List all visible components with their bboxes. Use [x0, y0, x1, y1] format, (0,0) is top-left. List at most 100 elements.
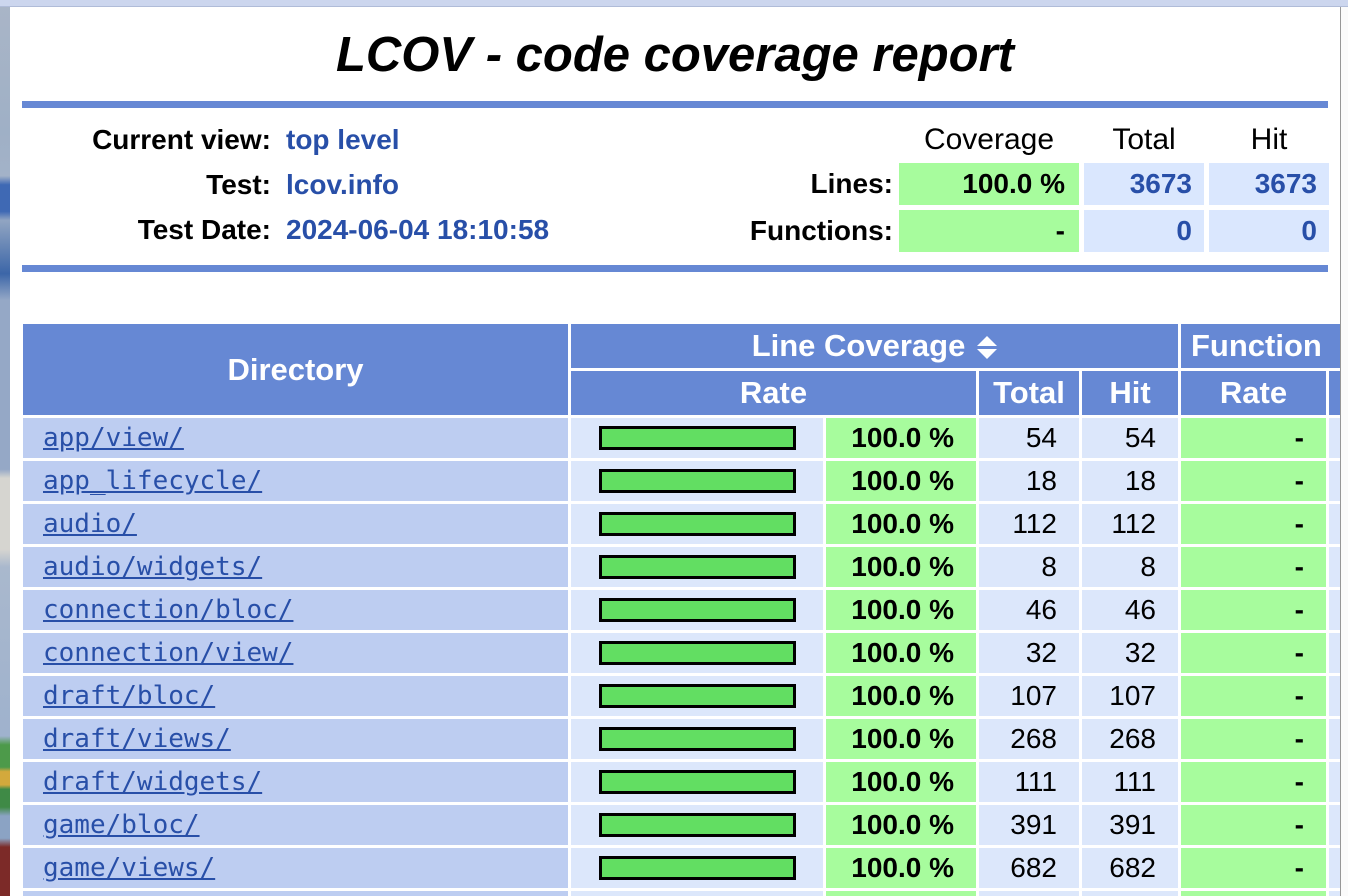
coverage-bar: [598, 770, 796, 794]
directory-link[interactable]: audio/: [43, 509, 137, 539]
browser-window-top-edge: [0, 0, 1348, 7]
table-row: game/views/ 100.0 % 682 682 -: [23, 848, 1340, 888]
sort-updown-icon[interactable]: [977, 336, 998, 360]
total-cell: 32: [979, 633, 1079, 673]
test-value: lcov.info: [286, 168, 400, 200]
directory-cell: connection/view/: [23, 633, 568, 673]
coverage-bar-cell: [571, 461, 823, 501]
function-total-cell: [1329, 891, 1340, 896]
directory-cell: audio/: [23, 504, 568, 544]
directory-link[interactable]: connection/view/: [43, 638, 294, 668]
function-rate-cell: -: [1181, 590, 1326, 630]
table-row: draft/widgets/ 100.0 % 111 111 -: [23, 762, 1340, 802]
function-rate-column-header: Rate: [1181, 371, 1326, 415]
table-header-row-2: Rate Total Hit Rate: [23, 371, 1340, 415]
coverage-bar: [598, 813, 796, 837]
hit-cell: 54: [1082, 418, 1178, 458]
function-rate-cell: -: [1181, 848, 1326, 888]
coverage-bar-fill: [601, 687, 793, 705]
coverage-bar: [598, 727, 796, 751]
total-cell: 268: [979, 719, 1079, 759]
summary-header-row: Coverage Total Hit: [744, 122, 1329, 158]
directory-cell: game/bloc/: [23, 805, 568, 845]
rate-percent-cell: 100.0 %: [826, 461, 976, 501]
directory-link[interactable]: draft/bloc/: [43, 681, 216, 711]
rate-percent-cell: 100.0 %: [826, 633, 976, 673]
hit-cell: 32: [1082, 633, 1178, 673]
total-cell: 18: [979, 461, 1079, 501]
coverage-bar-fill: [601, 515, 793, 533]
info-row: Test Date: 2024-06-04 18:10:58: [22, 207, 550, 252]
coverage-bar: [598, 469, 796, 493]
coverage-bar-fill: [601, 816, 793, 834]
coverage-bar-cell: [571, 762, 823, 802]
coverage-bar-cell: [571, 676, 823, 716]
directory-coverage-table: Directory Line Coverage Function Rate To…: [20, 321, 1340, 896]
directory-link[interactable]: audio/widgets/: [43, 552, 263, 582]
function-total-cell: [1329, 676, 1340, 716]
directory-link[interactable]: draft/views/: [43, 724, 231, 754]
function-rate-cell: -: [1181, 805, 1326, 845]
hit-cell: 682: [1082, 848, 1178, 888]
table-row: connection/bloc/ 100.0 % 46 46 -: [23, 590, 1340, 630]
total-cell: 8: [979, 547, 1079, 587]
table-row: app_lifecycle/ 100.0 % 18 18 -: [23, 461, 1340, 501]
horizontal-rule-top: [22, 101, 1328, 108]
directory-cell: game/views/: [23, 848, 568, 888]
hit-cell: 8: [1082, 547, 1178, 587]
rate-percent-cell: 100.0 %: [826, 590, 976, 630]
rate-percent-cell: 100.0 %: [826, 719, 976, 759]
function-section-header: Function: [1181, 324, 1340, 368]
coverage-bar-cell: [571, 504, 823, 544]
function-rate-cell: -: [1181, 461, 1326, 501]
lcov-report-page: LCOV - code coverage report Current view…: [10, 7, 1340, 896]
total-cell: 111: [979, 762, 1079, 802]
functions-label: Functions:: [749, 215, 893, 246]
summary-lines-row: Lines: 100.0 % 3673 3673: [744, 163, 1329, 205]
function-rate-cell: -: [1181, 504, 1326, 544]
hit-column-header: Hit: [1082, 371, 1178, 415]
coverage-bar: [598, 555, 796, 579]
browser-window-right-edge: [1340, 7, 1348, 896]
hit-cell: 18: [1082, 461, 1178, 501]
function-rate-cell: -: [1181, 762, 1326, 802]
lines-hit-value: 3673: [1209, 163, 1329, 205]
directory-link[interactable]: game/views/: [43, 853, 216, 883]
rate-column-header: Rate: [571, 371, 976, 415]
directory-cell: draft/views/: [23, 719, 568, 759]
directory-link[interactable]: draft/widgets/: [43, 767, 263, 797]
table-row: audio/ 100.0 % 112 112 -: [23, 504, 1340, 544]
lines-total-value: 3673: [1084, 163, 1204, 205]
coverage-bar-cell: [571, 891, 823, 896]
summary-total-header: Total: [1112, 123, 1176, 156]
coverage-bar-cell: [571, 547, 823, 587]
table-row: draft/bloc/ 100.0 % 107 107 -: [23, 676, 1340, 716]
total-cell: 107: [979, 676, 1079, 716]
coverage-bar-fill: [601, 472, 793, 490]
total-column-header: Total: [979, 371, 1079, 415]
directory-link[interactable]: app/view/: [43, 423, 184, 453]
functions-total-value: 0: [1084, 210, 1204, 252]
function-next-column-header: [1329, 371, 1340, 415]
table-row: [23, 891, 1340, 896]
total-cell: 54: [979, 418, 1079, 458]
coverage-bar-fill: [601, 429, 793, 447]
rate-percent-cell: 100.0 %: [826, 418, 976, 458]
directory-cell: app/view/: [23, 418, 568, 458]
hit-cell: [1082, 891, 1178, 896]
coverage-bar-cell: [571, 719, 823, 759]
coverage-bar: [598, 598, 796, 622]
directory-link[interactable]: app_lifecycle/: [43, 466, 263, 496]
function-rate-cell: -: [1181, 676, 1326, 716]
horizontal-rule-bottom: [22, 265, 1328, 272]
coverage-bar: [598, 426, 796, 450]
test-date-label: Test Date:: [137, 213, 271, 245]
table-row: connection/view/ 100.0 % 32 32 -: [23, 633, 1340, 673]
directory-cell: app_lifecycle/: [23, 461, 568, 501]
directory-link[interactable]: connection/bloc/: [43, 595, 294, 625]
functions-coverage-value: -: [899, 210, 1079, 252]
hit-cell: 107: [1082, 676, 1178, 716]
lines-coverage-value: 100.0 %: [899, 163, 1079, 205]
directory-cell: [23, 891, 568, 896]
directory-link[interactable]: game/bloc/: [43, 810, 200, 840]
